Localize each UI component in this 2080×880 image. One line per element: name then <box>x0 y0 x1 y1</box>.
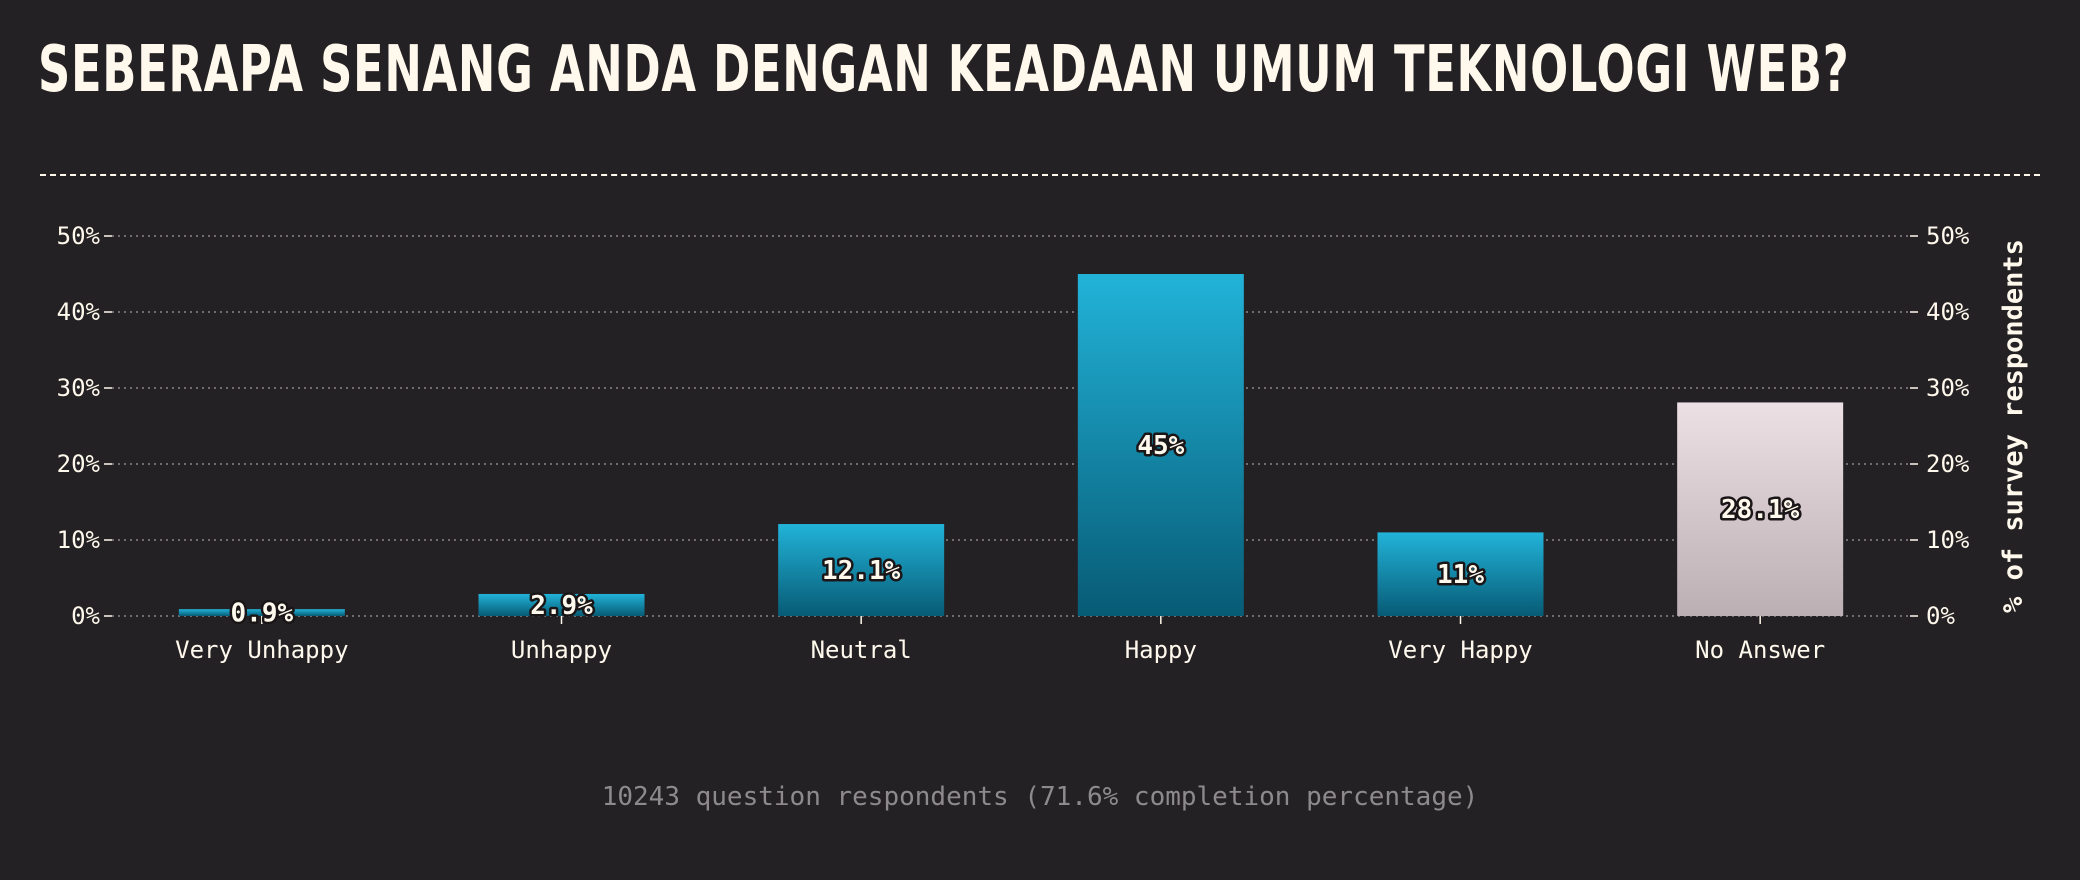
y-axis-title: % of survey respondents <box>1998 239 2029 613</box>
bar-happy[interactable] <box>1077 274 1244 616</box>
bar-unhappy[interactable] <box>478 593 645 616</box>
y-tick-label-left: 0% <box>71 602 100 630</box>
x-tick-label: Unhappy <box>511 636 612 664</box>
y-tick-label-right: 50% <box>1926 222 1970 250</box>
bar-value-label: 12.1% <box>822 556 901 586</box>
grid-lines <box>104 235 1918 624</box>
y-tick-label-left: 40% <box>57 298 101 326</box>
bar-neutral[interactable] <box>778 524 945 616</box>
y-tick-label-right: 10% <box>1926 526 1970 554</box>
x-tick-label: Very Unhappy <box>175 636 348 664</box>
y-tick-label-right: 40% <box>1926 298 1970 326</box>
bar-value-label: 45% <box>1137 431 1184 461</box>
labels: 0% 0% 10% 10% 20% 20% 30% 30% 40% 40% 50% 50% Very U… <box>57 222 1970 664</box>
x-tick-label: Very Happy <box>1388 636 1533 664</box>
bar-chart: 0% 0% 10% 10% 20% 20% 30% 30% 40% 40% 50% 50% Very U… <box>57 222 2029 664</box>
respondents-note: 10243 question respondents (71.6% comple… <box>601 782 1479 812</box>
x-tick-label: Happy <box>1125 636 1197 664</box>
title-divider <box>40 174 2040 176</box>
bar-very-unhappy[interactable] <box>178 609 345 616</box>
bars <box>178 274 1844 616</box>
bar-value-label: 11% <box>1437 560 1484 590</box>
bar-value-label: 0.9% <box>231 599 294 629</box>
bar-no-answer[interactable] <box>1677 402 1844 616</box>
y-tick-label-right: 0% <box>1926 602 1955 630</box>
y-tick-label-right: 20% <box>1926 450 1970 478</box>
y-tick-label-left: 20% <box>57 450 101 478</box>
bar-very-happy[interactable] <box>1377 532 1544 616</box>
bar-value-label: 28.1% <box>1721 495 1800 525</box>
y-tick-label-left: 50% <box>57 222 101 250</box>
x-tick-label: Neutral <box>811 636 912 664</box>
y-tick-label-right: 30% <box>1926 374 1970 402</box>
x-tick-label: No Answer <box>1695 636 1825 664</box>
page-title: SEBERAPA SENANG ANDA DENGAN KEADAAN UMUM… <box>38 33 1850 107</box>
bar-value-label: 2.9% <box>530 591 593 621</box>
y-tick-label-left: 30% <box>57 374 101 402</box>
y-tick-label-left: 10% <box>57 526 101 554</box>
